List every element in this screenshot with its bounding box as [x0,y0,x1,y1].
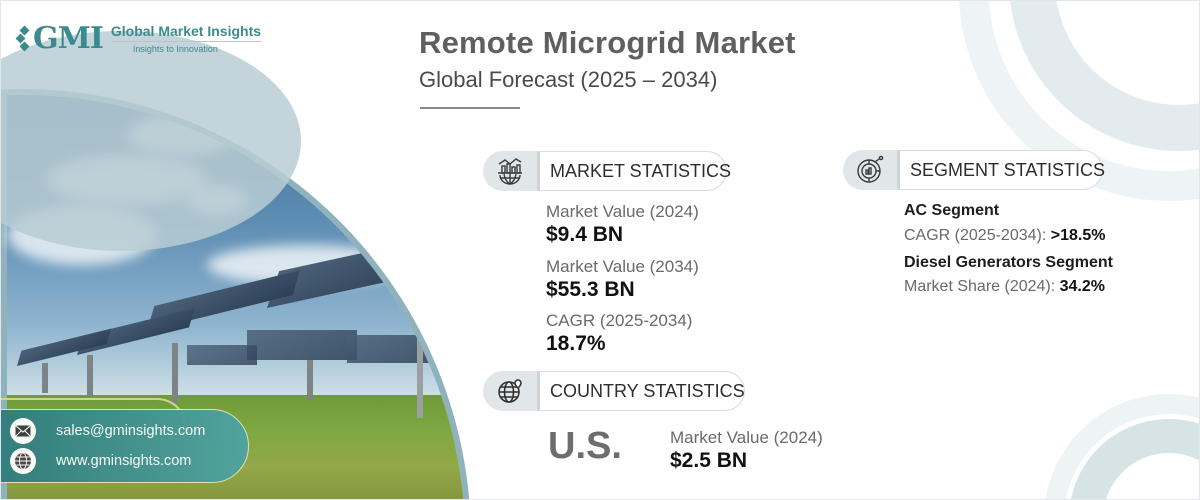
segment-metric-ac-label: CAGR (2025-2034): [904,227,1051,244]
market-value-2024: $9.4 BN [546,223,624,246]
globe-pin-icon [483,371,537,411]
envelope-icon [10,418,36,444]
email-row[interactable]: sales@gminsights.com [10,418,205,444]
logo-mark: GMI [33,20,104,56]
cagr-value: 18.7% [546,332,606,355]
brand-name: Global Market Insights [110,23,262,42]
country-name: U.S. [548,425,622,467]
market-statistics-heading: MARKET STATISTICS [537,151,731,191]
contact-panel: sales@gminsights.com www.gminsights.com [1,409,249,483]
segment-name-ac: AC Segment [904,202,1000,219]
country-statistics-heading: COUNTRY STATISTICS [537,371,745,411]
market-value-2034-label: Market Value (2034) [546,257,699,276]
country-statistics-header: COUNTRY STATISTICS [483,371,745,411]
logo-diamonds-icon [15,25,31,53]
segment-metric-diesel: Market Share (2024): 34.2% [904,278,1105,296]
segment-pie-icon [843,150,897,190]
website-row[interactable]: www.gminsights.com [10,448,191,474]
title-divider [420,107,520,109]
segment-metric-diesel-value: 34.2% [1059,278,1105,295]
globe-icon [10,448,36,474]
segment-metric-ac-value: >18.5% [1050,227,1106,244]
page-subtitle: Global Forecast (2025 – 2034) [419,67,718,92]
website-link[interactable]: www.gminsights.com [56,453,192,469]
segment-statistics-heading: SEGMENT STATISTICS [897,150,1105,190]
segment-statistics-header: SEGMENT STATISTICS [843,150,1105,190]
page-title: Remote Microgrid Market [419,25,796,60]
country-market-value: $2.5 BN [670,449,748,472]
market-value-2034: $55.3 BN [546,278,635,301]
market-value-2024-label: Market Value (2024) [546,202,699,221]
decor-arc-top-left [1,31,301,251]
segment-name-diesel: Diesel Generators Segment [904,254,1113,271]
market-statistics-header: MARKET STATISTICS [483,151,731,191]
country-market-value-label: Market Value (2024) [670,428,823,447]
gmi-logo: GMI Global Market Insights Insights to I… [15,20,262,56]
brand-tagline: Insights to Innovation [132,44,218,54]
email-link[interactable]: sales@gminsights.com [56,423,206,439]
chart-globe-icon [483,151,537,191]
segment-metric-ac: CAGR (2025-2034): >18.5% [904,227,1105,245]
cagr-label: CAGR (2025-2034) [546,311,693,330]
segment-metric-diesel-label: Market Share (2024): [904,278,1060,295]
